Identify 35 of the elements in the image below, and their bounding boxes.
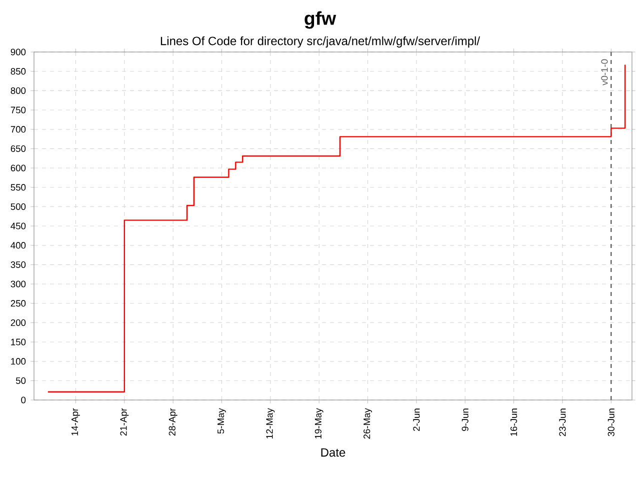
x-tick-label: 2-Jun bbox=[413, 408, 420, 431]
chart-subtitle: Lines Of Code for directory src/java/net/mlw/gfw/server/impl/ bbox=[160, 36, 480, 48]
x-tick-label: 23-Jun bbox=[559, 408, 566, 436]
y-tick-label: 800 bbox=[10, 87, 26, 94]
y-tick-label: 250 bbox=[10, 300, 26, 307]
y-tick-label: 200 bbox=[10, 319, 26, 326]
y-tick-label: 500 bbox=[10, 203, 26, 210]
x-tick-label: 26-May bbox=[364, 408, 372, 439]
x-tick-label: 5-May bbox=[218, 408, 226, 434]
y-tick-label: 150 bbox=[11, 338, 26, 346]
x-tick-label: 19-May bbox=[314, 408, 324, 438]
y-tick-label: 550 bbox=[10, 184, 26, 191]
y-tick-label: 100 bbox=[11, 358, 26, 365]
y-tick-label: 450 bbox=[10, 222, 26, 230]
ref-line-label: v0-1-0 bbox=[601, 59, 608, 86]
y-tick-label: 50 bbox=[16, 377, 26, 384]
y-tick-label: 850 bbox=[10, 68, 26, 75]
y-tick-label: 700 bbox=[10, 126, 26, 133]
y-tick-label: 900 bbox=[10, 48, 26, 56]
y-tick-label: 750 bbox=[10, 106, 26, 114]
y-tick-label: 350 bbox=[10, 261, 26, 268]
chart-title: gfw bbox=[304, 11, 336, 29]
x-axis-title: Date bbox=[321, 448, 346, 457]
y-tick-label: 300 bbox=[10, 280, 26, 288]
y-tick-label: 650 bbox=[10, 145, 26, 152]
x-tick-label: 9-Jun bbox=[462, 408, 468, 431]
x-tick-label: 12-May bbox=[266, 408, 275, 438]
x-tick-label: 30-Jun bbox=[608, 408, 614, 436]
x-tick-label: 14-Apr bbox=[72, 408, 80, 436]
y-tick-label: 600 bbox=[10, 164, 26, 172]
y-tick-label: 0 bbox=[21, 396, 26, 404]
y-tick-label: 400 bbox=[10, 242, 26, 249]
x-tick-label: 16-Jun bbox=[510, 408, 518, 436]
x-tick-label: 21-Apr bbox=[120, 408, 129, 436]
x-tick-label: 28-Apr bbox=[168, 408, 178, 436]
